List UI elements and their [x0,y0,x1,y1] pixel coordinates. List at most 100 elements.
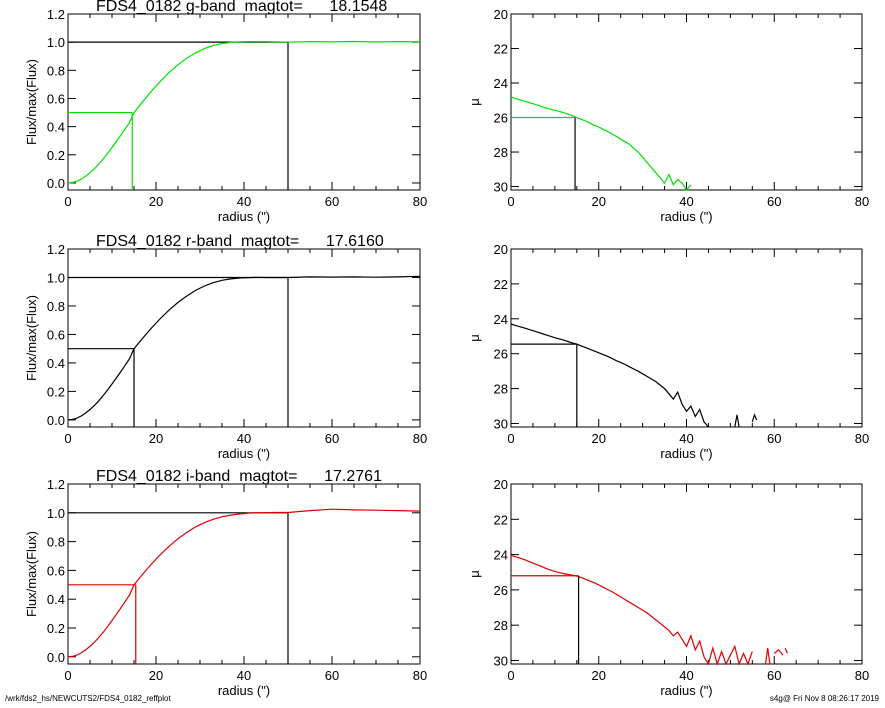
x-tick-label: 0 [507,431,514,446]
g-band-surface-brightness-panel: 0 20 40 60 80 20 22 24 26 28 30 radius (") μ [467,7,869,224]
x-tick-label: 80 [413,431,427,446]
x-tick-label: 20 [149,431,163,446]
x-axis-label: radius (") [218,683,270,698]
x-axis-label: radius (") [660,209,712,224]
y-tick-label: 28 [494,618,508,633]
y-tick-label: 22 [494,277,508,292]
y-tick-label: 30 [494,653,508,668]
x-tick-label: 40 [237,431,251,446]
data-series-line [510,96,692,192]
y-axis-label: Flux/max(Flux) [24,531,39,617]
x-tick-label: 60 [767,194,781,209]
x-tick-label: 40 [679,194,693,209]
y-tick-label: 24 [494,76,508,91]
r-band-surface-brightness-panel: 0 20 40 60 80 20 22 24 26 28 30 radius (") μ [467,242,869,461]
x-tick-label: 20 [592,431,606,446]
data-series-line [67,508,421,658]
x-tick-label: 20 [149,668,163,683]
y-tick-label: 0.0 [47,650,65,665]
y-tick-label: 1.0 [47,270,65,285]
plot-frame [67,248,421,428]
y-tick-label: 0.2 [47,148,65,163]
y-tick-label: 28 [494,145,508,160]
y-tick-label: 0.6 [47,91,65,106]
y-tick-label: 22 [494,512,508,527]
x-tick-label: 0 [64,194,71,209]
panel-title: FDS4_0182 g-band magtot= 18.1548 [96,0,387,15]
r-band-growth-curve-panel: 0 20 40 60 80 0.0 0.2 0.4 0.6 0.8 1.0 1.2 radius (")… [24,233,427,461]
y-tick-label: 24 [494,312,508,327]
plot-frame [510,248,863,428]
x-tick-label: 40 [237,668,251,683]
x-tick-label: 60 [325,668,339,683]
y-tick-label: 26 [494,347,508,362]
y-tick-label: 20 [494,242,508,257]
y-tick-label: 22 [494,42,508,57]
y-tick-label: 0.8 [47,63,65,78]
y-tick-label: 0.4 [47,356,65,371]
total-radius-marker [68,512,289,664]
x-tick-label: 0 [507,194,514,209]
y-tick-label: 30 [494,180,508,195]
x-tick-label: 20 [592,668,606,683]
x-tick-label: 80 [413,668,427,683]
y-tick-label: 0.6 [47,563,65,578]
x-tick-label: 40 [679,431,693,446]
panel-title: FDS4_0182 r-band magtot= 17.6160 [96,233,384,250]
y-tick-label: 0.4 [47,592,65,607]
y-tick-label: 26 [494,111,508,126]
footer-timestamp: s4g@ Fri Nov 8 08:26:17 2019 [769,694,879,703]
y-tick-label: 1.0 [47,506,65,521]
y-tick-label: 26 [494,583,508,598]
x-tick-label: 0 [507,668,514,683]
data-series-line [67,40,421,184]
y-tick-label: 1.2 [47,242,65,257]
y-axis-label: Flux/max(Flux) [24,295,39,381]
x-tick-label: 0 [64,431,71,446]
y-tick-label: 0.2 [47,384,65,399]
x-tick-label: 20 [149,194,163,209]
i-band-surface-brightness-panel: 0 20 40 60 80 20 22 24 26 28 30 radius (") μ [467,477,869,698]
y-tick-label: 0.0 [47,413,65,428]
y-tick-label: 1.0 [47,35,65,50]
data-series-line [510,323,709,428]
x-tick-label: 60 [325,194,339,209]
plot-frame [67,483,421,665]
g-band-growth-curve-panel: 0 20 40 60 80 0.0 0.2 0.4 0.6 0.8 1.0 1.2 radius (")… [24,0,427,224]
data-series-line [784,647,788,654]
x-tick-label: 80 [855,194,869,209]
data-series-line [773,649,784,656]
y-tick-label: 28 [494,382,508,397]
x-axis-label: radius (") [660,683,712,698]
y-tick-label: 0.8 [47,535,65,550]
y-tick-label: 24 [494,548,508,563]
y-tick-label: 0.8 [47,299,65,314]
y-tick-label: 20 [494,7,508,22]
y-axis-label: Flux/max(Flux) [24,59,39,145]
data-series-line [510,554,753,666]
x-tick-label: 60 [325,431,339,446]
y-tick-label: 30 [494,417,508,432]
x-axis-label: radius (") [218,209,270,224]
data-series-line [734,414,740,428]
y-axis-label: μ [467,334,482,342]
total-radius-marker [68,276,289,427]
x-tick-label: 80 [413,194,427,209]
y-axis-label: μ [467,98,482,106]
x-tick-label: 60 [767,431,781,446]
x-tick-label: 60 [767,668,781,683]
data-series-line [764,648,771,665]
y-tick-label: 1.2 [47,477,65,492]
y-tick-label: 20 [494,477,508,492]
y-tick-label: 0.0 [47,176,65,191]
footer-file-path: /wrk/fds2_hs/NEWCUTS2/FDS4_0182_reffplot [5,694,171,703]
plot-frame [67,13,421,191]
x-tick-label: 80 [855,431,869,446]
y-tick-label: 0.2 [47,621,65,636]
x-tick-label: 40 [237,194,251,209]
x-axis-label: radius (") [218,446,270,461]
x-tick-label: 20 [592,194,606,209]
x-tick-label: 0 [64,668,71,683]
x-tick-label: 40 [679,668,693,683]
